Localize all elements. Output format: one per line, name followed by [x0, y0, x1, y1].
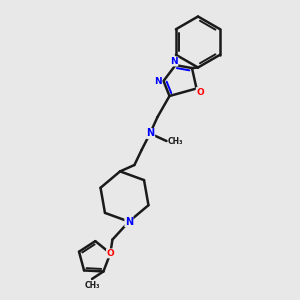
Text: CH₃: CH₃ [84, 281, 100, 290]
Text: N: N [154, 76, 162, 85]
Text: N: N [125, 217, 133, 226]
Text: O: O [106, 249, 114, 258]
Text: CH₃: CH₃ [168, 136, 184, 146]
Text: O: O [196, 88, 204, 97]
Text: N: N [170, 57, 178, 66]
Text: N: N [146, 128, 155, 139]
